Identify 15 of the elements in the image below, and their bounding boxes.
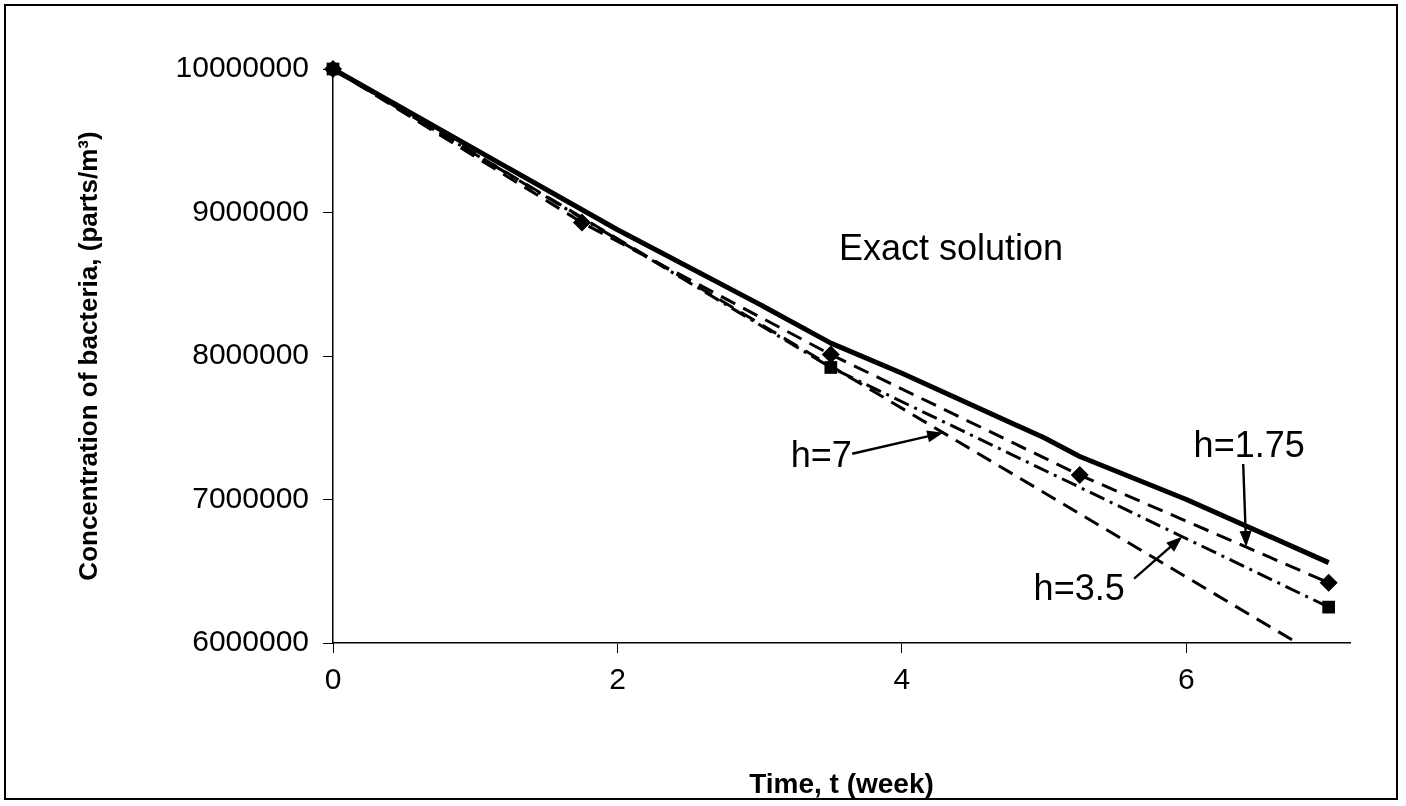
x-tick-label: 4	[893, 662, 911, 696]
x-tick-label: 6	[1178, 662, 1195, 696]
y-tick-label: 8000000	[192, 337, 309, 371]
y-tick-label: 9000000	[192, 193, 309, 227]
annotation: h=7	[790, 433, 852, 475]
y-tick-label: 10000000	[175, 50, 309, 84]
annotation: h=3.5	[1033, 566, 1125, 608]
annotation: h=1.75	[1193, 423, 1305, 465]
y-tick-label: 7000000	[192, 480, 309, 514]
x-axis-title: Time, t (week)	[749, 767, 934, 799]
x-tick-label: 0	[324, 662, 342, 696]
y-axis-title: Concentration of bacteria, (parts/m³)	[72, 131, 103, 581]
annotation: Exact solution	[838, 226, 1064, 268]
x-tick-label: 2	[609, 662, 626, 696]
y-tick-label: 6000000	[192, 624, 309, 658]
